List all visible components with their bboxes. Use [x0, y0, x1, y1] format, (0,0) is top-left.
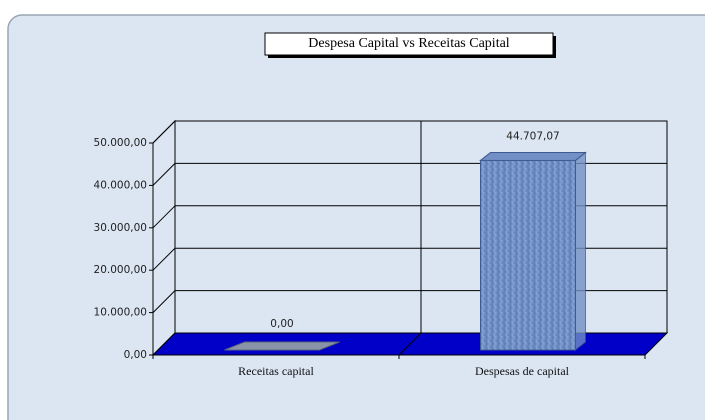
bar	[480, 159, 576, 351]
y-tick-label: 30.000,00	[94, 222, 147, 234]
grid-line	[152, 205, 176, 229]
chart-title: Despesa Capital vs Receitas Capital	[308, 36, 509, 51]
x-tick-label: Despesas de capital	[475, 364, 570, 378]
y-tick-label: 50.000,00	[94, 137, 147, 149]
bar-side	[575, 151, 586, 352]
bar	[224, 341, 340, 351]
grid-line	[152, 247, 176, 271]
y-tick-label: 0,00	[124, 349, 147, 361]
panel	[7, 14, 705, 420]
plot: 0,00 10.000,00 20.000,00 30.000,00 40.000,00…	[94, 119, 669, 378]
y-tick-label: 20.000,00	[94, 264, 147, 276]
value-label: 44.707,07	[506, 130, 559, 142]
bar-top	[479, 151, 587, 161]
y-tick-label: 40.000,00	[94, 179, 147, 191]
grid-line	[152, 163, 176, 186]
floor-divider	[398, 332, 422, 356]
x-tick-label: Receitas capital	[238, 364, 314, 378]
value-label: 0,00	[270, 318, 293, 330]
title-box	[264, 32, 554, 56]
grid-line	[152, 120, 176, 144]
grid-line	[152, 290, 176, 313]
y-tick-label: 10.000,00	[94, 307, 147, 319]
